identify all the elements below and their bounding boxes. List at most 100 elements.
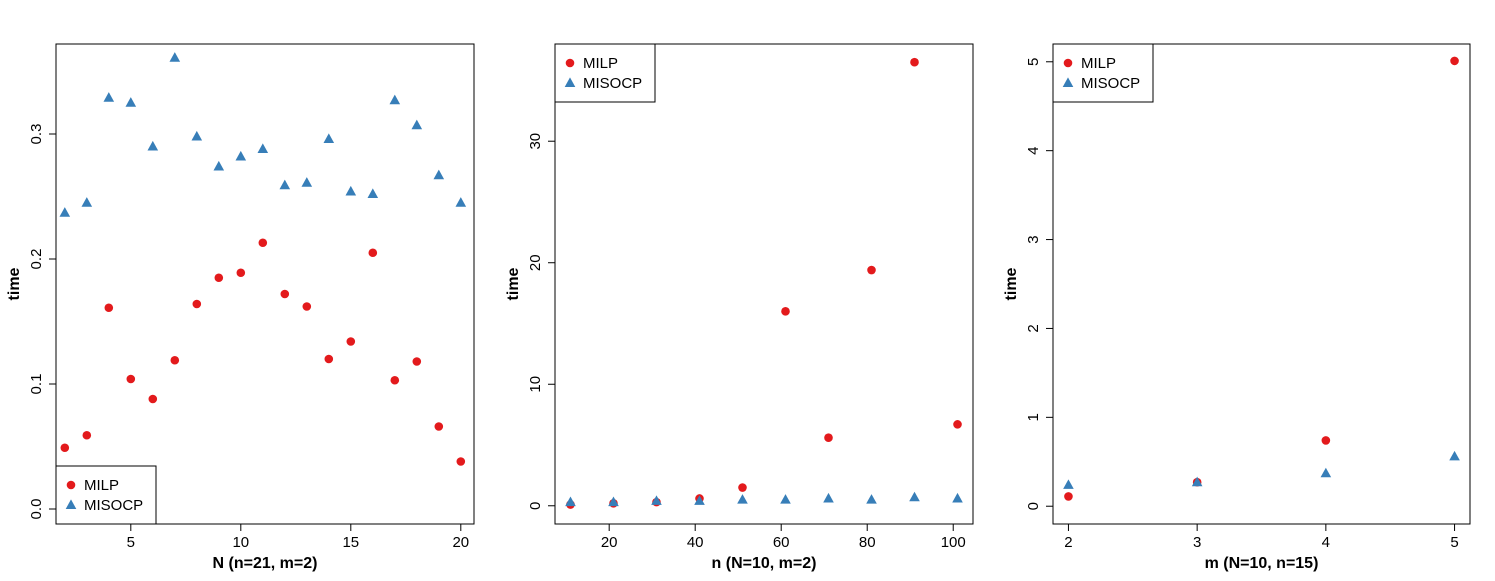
y-axis-label: time xyxy=(6,267,23,300)
data-point-milp xyxy=(346,337,356,346)
data-point-misocp xyxy=(279,179,291,190)
panel-3: 2 3 4 5 0 1 2 3 4 5 m (N=10, n=15) time MILP MISOCP xyxy=(1003,43,1471,572)
data-point-milp xyxy=(1321,436,1331,445)
data-point-misocp xyxy=(433,169,445,180)
data-point-milp xyxy=(953,420,962,429)
data-point-misocp xyxy=(147,140,159,151)
x-tick-label: 5 xyxy=(1450,534,1458,551)
data-point-misocp xyxy=(301,177,313,187)
plot-frame xyxy=(1052,43,1471,525)
y-tick-label: 2 xyxy=(1025,324,1042,332)
legend-marker-milp xyxy=(1063,58,1073,68)
legend-marker-milp xyxy=(66,480,76,490)
plot-frame xyxy=(554,43,974,525)
data-point-misocp xyxy=(455,197,467,207)
data-point-misocp xyxy=(565,496,576,507)
data-point-milp xyxy=(390,375,400,385)
data-point-milp xyxy=(192,299,202,309)
data-point-misocp xyxy=(235,150,247,161)
data-point-misocp xyxy=(1449,450,1460,461)
data-point-milp xyxy=(148,394,158,404)
y-tick-label: 30 xyxy=(527,133,544,150)
data-point-misocp xyxy=(169,52,181,62)
data-point-misocp xyxy=(780,494,791,504)
y-axis-label: time xyxy=(505,267,522,300)
data-point-milp xyxy=(280,289,290,299)
legend: MILP MISOCP xyxy=(554,43,656,103)
data-point-milp xyxy=(368,248,378,258)
y-tick-label: 0 xyxy=(527,502,544,510)
legend: MILP MISOCP xyxy=(1052,43,1154,103)
data-point-misocp xyxy=(823,492,834,503)
legend-label-misocp: MISOCP xyxy=(84,497,143,514)
data-point-misocp xyxy=(866,494,877,504)
data-point-misocp xyxy=(257,143,269,153)
data-point-milp xyxy=(434,422,444,431)
y-tick-label: 0.3 xyxy=(28,124,45,145)
y-tick-label: 0.0 xyxy=(28,499,45,520)
data-point-milp xyxy=(82,430,92,440)
legend-marker-misocp xyxy=(564,77,576,87)
legend-marker-misocp xyxy=(1062,77,1074,87)
y-tick-label: 0 xyxy=(1025,502,1042,510)
legend-box xyxy=(55,465,157,525)
legend-label-misocp: MISOCP xyxy=(1081,75,1140,92)
data-point-milp xyxy=(738,483,747,492)
data-point-milp xyxy=(170,355,180,365)
y-tick-label: 3 xyxy=(1025,235,1042,243)
data-point-misocp xyxy=(389,94,401,105)
x-tick-label: 10 xyxy=(232,534,249,551)
x-tick-label: 100 xyxy=(941,534,966,551)
y-tick-label: 4 xyxy=(1025,146,1042,154)
data-point-milp xyxy=(867,265,876,275)
x-axis-label: N (n=21, m=2) xyxy=(213,555,318,572)
series-misocp xyxy=(59,52,467,217)
y-axis-label: time xyxy=(1003,267,1020,300)
x-tick-label: 4 xyxy=(1322,534,1330,551)
data-point-misocp xyxy=(81,197,93,207)
y-tick-label: 0.1 xyxy=(28,374,45,395)
panel-1: 5 10 15 20 0.0 0.1 0.2 0.3 N (n=21, m=2) time MILP… xyxy=(6,43,475,572)
data-point-milp xyxy=(302,302,312,311)
legend-label-milp: MILP xyxy=(583,55,618,72)
data-point-misocp xyxy=(125,97,137,107)
legend-label-milp: MILP xyxy=(1081,55,1116,72)
legend-marker-misocp xyxy=(65,499,77,509)
legend-box xyxy=(554,43,656,103)
data-point-misocp xyxy=(191,130,203,141)
y-tick-label: 5 xyxy=(1025,58,1042,66)
x-tick-label: 3 xyxy=(1193,534,1201,551)
y-tick-label: 0.2 xyxy=(28,249,45,270)
data-point-milp xyxy=(456,457,466,466)
data-point-milp xyxy=(1450,56,1459,66)
data-point-misocp xyxy=(367,188,379,198)
y-tick-label: 10 xyxy=(527,376,544,393)
x-tick-label: 20 xyxy=(452,534,469,551)
x-tick-label: 2 xyxy=(1064,534,1072,551)
data-point-misocp xyxy=(1320,467,1332,478)
legend-box xyxy=(1052,43,1154,103)
data-point-milp xyxy=(214,273,224,283)
x-tick-label: 80 xyxy=(859,534,876,551)
data-point-milp xyxy=(910,57,919,67)
data-point-misocp xyxy=(952,492,963,503)
data-point-misocp xyxy=(103,92,115,102)
data-point-milp xyxy=(60,443,70,453)
data-point-misocp xyxy=(411,119,423,130)
x-tick-label: 20 xyxy=(601,534,618,551)
data-point-milp xyxy=(324,354,334,364)
data-point-misocp xyxy=(694,495,705,505)
series-misocp xyxy=(565,491,963,507)
series-milp xyxy=(60,238,466,466)
x-axis-label: n (N=10, m=2) xyxy=(712,555,817,572)
legend: MILP MISOCP xyxy=(55,465,157,525)
series-milp xyxy=(566,57,962,509)
data-point-milp xyxy=(1064,492,1073,501)
data-point-milp xyxy=(104,303,114,313)
data-point-milp xyxy=(412,357,422,366)
legend-label-misocp: MISOCP xyxy=(583,75,642,92)
data-point-misocp xyxy=(1063,479,1074,489)
data-point-milp xyxy=(781,307,790,316)
x-tick-label: 5 xyxy=(127,534,135,551)
